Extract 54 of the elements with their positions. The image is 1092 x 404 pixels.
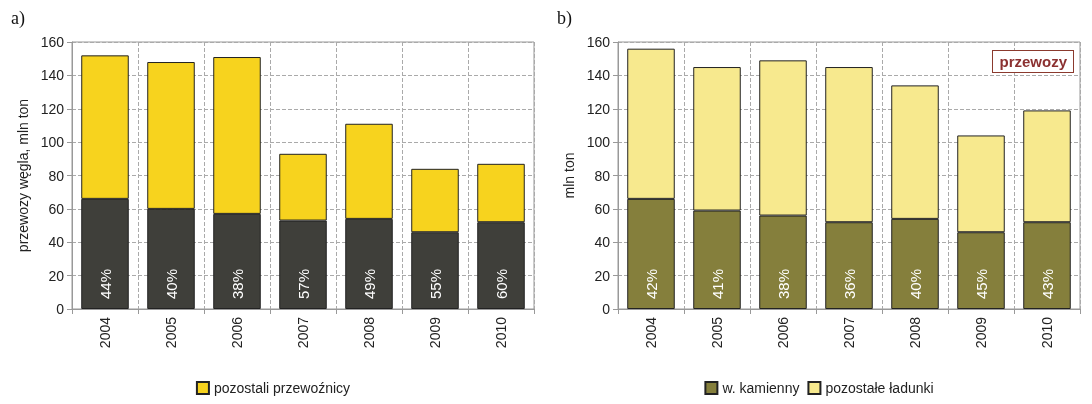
chart-title: a) <box>11 8 25 29</box>
annotation: 41% <box>708 268 726 299</box>
y-tick-label: 120 <box>40 100 65 117</box>
y-tick-label: 140 <box>586 67 611 84</box>
y-axis-title: mln ton <box>560 152 577 199</box>
y-tick-label: 140 <box>40 67 65 84</box>
x-tick-label: 2010 <box>493 316 509 349</box>
annotation: 40% <box>906 268 924 299</box>
y-tick-label: 80 <box>48 167 65 184</box>
y-tick-label: 80 <box>594 167 611 184</box>
y-tick-label: 40 <box>48 234 65 251</box>
y-axis-title: przewozy węgla, mln ton <box>14 98 31 253</box>
x-tick-label: 2006 <box>775 316 791 349</box>
annotation: 38% <box>228 268 246 299</box>
annotation: 45% <box>972 268 990 299</box>
y-tick-label: 0 <box>602 301 611 317</box>
x-tick-label: 2004 <box>97 316 113 349</box>
chart-title: b) <box>557 8 572 29</box>
annotation: 49% <box>360 268 378 299</box>
x-tick-label: 2004 <box>643 316 659 349</box>
legend-label: w. kamienny <box>721 380 800 396</box>
annotation: 38% <box>774 268 792 299</box>
annotation: 42% <box>642 268 660 299</box>
x-tick-label: 2008 <box>907 316 923 349</box>
annotation: 40% <box>162 268 180 299</box>
y-tick-label: 160 <box>40 34 65 50</box>
y-tick-label: 160 <box>586 34 611 50</box>
x-tick-label: 2009 <box>973 316 989 349</box>
y-tick-label: 60 <box>48 200 65 217</box>
y-tick-label: 100 <box>586 134 611 151</box>
y-tick-label: 40 <box>594 234 611 251</box>
annotation: 36% <box>840 268 858 299</box>
x-tick-label: 2010 <box>1039 316 1055 349</box>
annotation: 55% <box>426 268 444 299</box>
y-tick-label: 100 <box>40 134 65 151</box>
x-tick-label: 2005 <box>163 316 179 349</box>
annotation: przewozy <box>992 50 1074 73</box>
y-tick-label: 0 <box>56 301 65 317</box>
y-tick-label: 120 <box>586 100 611 117</box>
x-tick-label: 2006 <box>229 316 245 349</box>
annotation: 57% <box>294 268 312 299</box>
y-tick-label: 60 <box>594 200 611 217</box>
annotation: 43% <box>1038 268 1056 299</box>
x-tick-label: 2005 <box>709 316 725 349</box>
y-tick-label: 20 <box>594 267 611 284</box>
annotation: 60% <box>492 268 510 299</box>
x-tick-label: 2009 <box>427 316 443 349</box>
legend-label: pozostałe ładunki <box>825 380 934 396</box>
y-tick-label: 20 <box>48 267 65 284</box>
x-tick-label: 2007 <box>841 316 857 349</box>
legend-label: pozostali przewoźnicy <box>213 380 351 396</box>
x-tick-label: 2007 <box>295 316 311 349</box>
x-tick-label: 2008 <box>361 316 377 349</box>
annotation: 44% <box>96 268 114 299</box>
